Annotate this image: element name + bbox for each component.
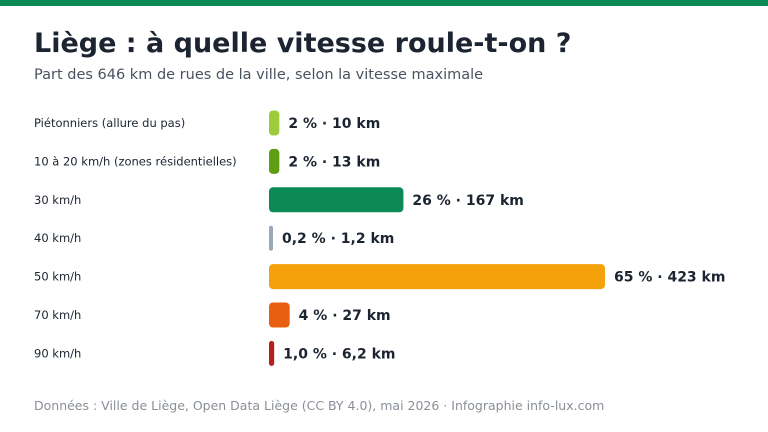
category-label: Piétonniers (allure du pas) [34,116,185,130]
category-label: 30 km/h [34,193,81,207]
value-label: 1,0 % · 6,2 km [283,346,395,362]
top-accent-bar [0,0,768,6]
bar [269,110,280,136]
bar-chart: Piétonniers (allure du pas) 2 % · 10 km 10… [34,110,725,366]
chart-title: Liège : à quelle vitesse roule-t-on ? [34,28,572,59]
bar [269,148,280,174]
value-label: 0,2 % · 1,2 km [282,231,394,247]
value-label: 65 % · 423 km [614,270,725,286]
bar [269,264,605,290]
bar [269,340,275,366]
chart-subtitle: Part des 646 km de rues de la ville, sel… [34,67,484,83]
category-label: 10 à 20 km/h (zones résidentielles) [34,154,237,168]
value-label: 2 % · 13 km [288,154,380,170]
value-label: 2 % · 10 km [288,116,380,132]
bar [269,187,404,213]
source-note: Données : Ville de Liège, Open Data Lièg… [34,398,605,413]
bar [269,302,290,328]
bar [269,225,273,251]
category-label: 40 km/h [34,231,81,245]
category-label: 70 km/h [34,308,81,322]
category-label: 50 km/h [34,270,81,284]
category-label: 90 km/h [34,346,81,360]
value-label: 4 % · 27 km [299,308,391,324]
value-label: 26 % · 167 km [412,193,523,209]
